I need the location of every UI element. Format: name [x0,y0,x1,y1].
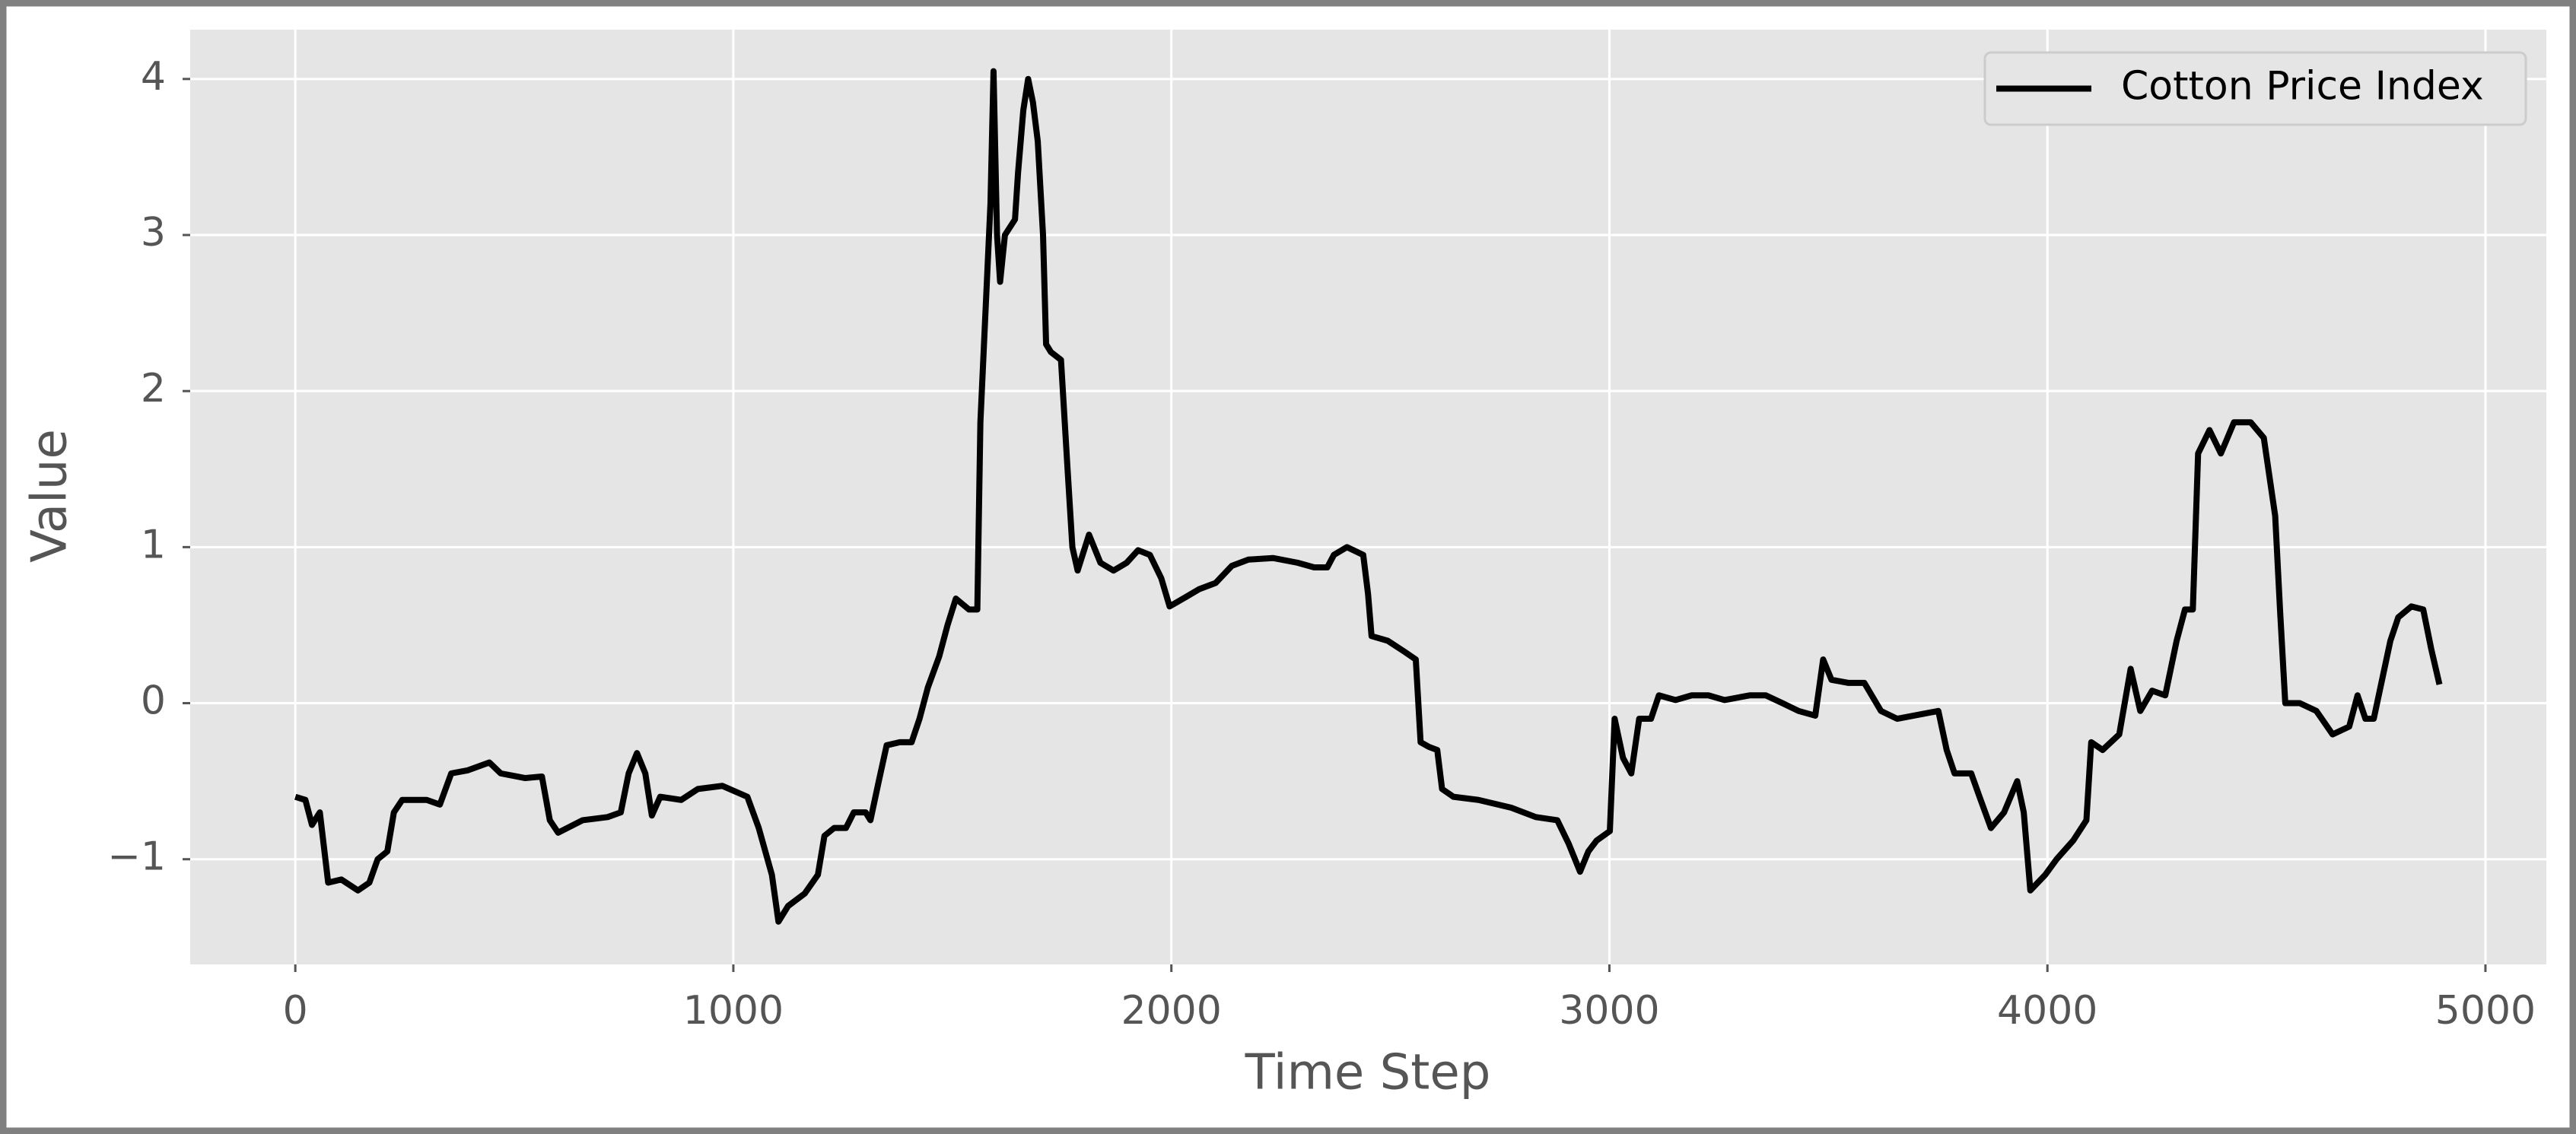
y-tick-label: 3 [141,210,166,256]
x-tick-label: 0 [283,988,308,1034]
y-tick-label: 1 [141,522,166,567]
x-tick-label: 2000 [1121,988,1222,1034]
y-tick-label: 4 [141,54,166,100]
x-tick-label: 3000 [1559,988,1659,1034]
plot-area [190,30,2546,964]
y-axis-label: Value [22,429,78,563]
x-tick-label: 1000 [683,988,784,1034]
x-axis-label: Time Step [1245,1045,1491,1101]
legend-label: Cotton Price Index [2121,64,2484,110]
y-tick-label: −1 [107,834,166,880]
x-tick-label: 4000 [1997,988,2097,1034]
lines [294,68,2443,925]
legend: Cotton Price Index [1983,51,2527,126]
legend-box [1983,51,2527,126]
y-tick-label: 2 [141,366,166,411]
grid [190,30,2546,964]
x-tick-label: 5000 [2435,988,2536,1034]
data-line [294,68,2443,925]
ticks: 0 1000 2000 3000 4000 5000 −1 0 1 2 3 4 [107,54,2536,1034]
y-tick-label: 0 [141,678,166,724]
